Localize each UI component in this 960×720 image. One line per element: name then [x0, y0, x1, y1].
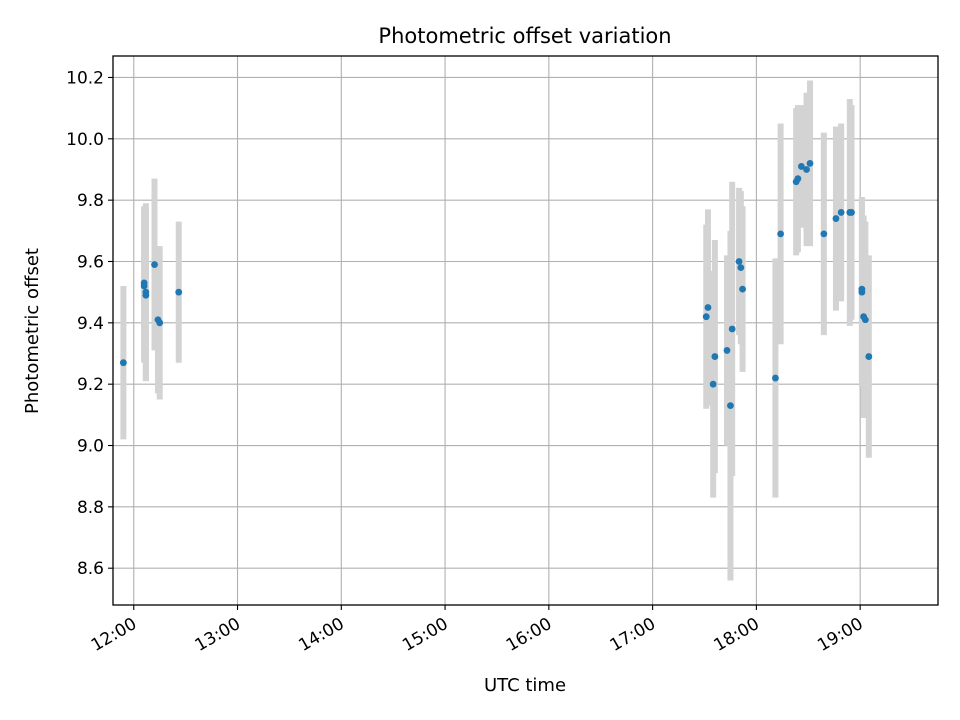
data-point [156, 319, 164, 327]
data-point [175, 288, 183, 296]
y-tick-label: 8.6 [77, 559, 104, 579]
data-point [837, 209, 845, 216]
data-point [806, 159, 814, 167]
data-point [735, 258, 743, 265]
data-point [865, 353, 873, 360]
y-tick-label: 9.4 [77, 314, 104, 334]
data-point [858, 285, 866, 293]
data-point [711, 353, 719, 360]
data-point [723, 347, 731, 354]
y-tick-label: 9.8 [77, 191, 104, 211]
data-point [140, 279, 148, 287]
data-point [777, 230, 785, 238]
data-point [832, 215, 840, 222]
plot-frame [112, 55, 939, 606]
y-tick-label: 8.8 [77, 498, 104, 518]
data-point [820, 230, 828, 238]
x-axis-label: UTC time [484, 675, 566, 696]
data-point [739, 285, 746, 293]
y-tick-label: 9.2 [77, 375, 104, 395]
data-point [797, 163, 805, 170]
data-point [142, 291, 150, 299]
data-point [119, 359, 127, 367]
grid [113, 56, 938, 605]
data-point [861, 316, 869, 324]
data-point [151, 261, 158, 268]
data-point [702, 313, 710, 321]
data-point [794, 175, 802, 183]
y-tick-label: 9.6 [77, 252, 104, 272]
data-point [727, 402, 734, 410]
data-point [803, 166, 810, 173]
data-points [119, 159, 873, 410]
y-tick-label: 10.2 [66, 68, 104, 88]
data-point [772, 374, 779, 382]
y-axis-label: Photometric offset [22, 248, 43, 414]
y-tick-label: 10.0 [66, 130, 104, 150]
y-tick-label: 9.0 [77, 437, 104, 457]
data-point [848, 209, 855, 216]
data-point [709, 380, 717, 388]
data-point [728, 325, 736, 333]
chart-title: Photometric offset variation [378, 24, 671, 48]
data-point [704, 304, 712, 311]
data-point [737, 264, 745, 272]
